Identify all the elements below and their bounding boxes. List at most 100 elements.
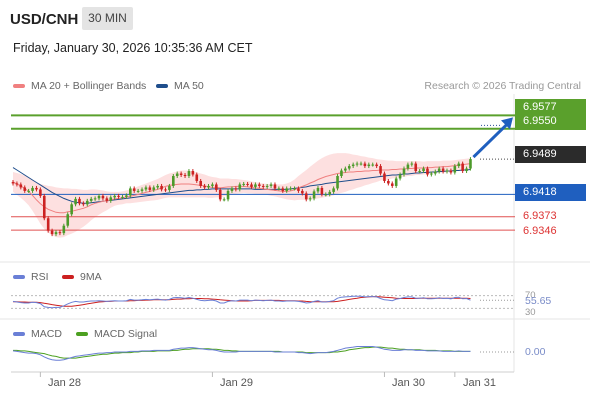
candle	[304, 193, 308, 200]
candle	[74, 198, 77, 205]
legend-macd-signal-label: MACD Signal	[94, 328, 158, 340]
candle	[54, 232, 58, 235]
candle	[15, 183, 19, 185]
candle	[363, 163, 367, 167]
x-tick-label: Jan 30	[392, 377, 426, 389]
candle	[246, 183, 249, 185]
candle	[172, 176, 175, 186]
candle	[265, 185, 269, 187]
candle	[215, 184, 218, 190]
legend-ma20-label: MA 20 + Bollinger Bands	[31, 80, 147, 92]
symbol-title: USD/CNH	[10, 11, 79, 28]
candle	[148, 187, 152, 190]
candle	[168, 185, 171, 190]
rsi-last-value: 55.65	[525, 295, 552, 307]
candle	[156, 185, 159, 188]
candle	[27, 190, 30, 192]
candle	[441, 168, 445, 172]
macd-signal-line	[13, 346, 471, 359]
candle	[445, 170, 449, 172]
candle	[129, 188, 132, 196]
candle	[347, 166, 351, 169]
rsi-ma-swatch	[62, 275, 74, 280]
macd-line	[12, 346, 471, 361]
candle	[207, 185, 210, 188]
candle	[195, 174, 199, 181]
candle	[324, 194, 328, 196]
ma20-swatch	[13, 84, 25, 89]
level-tag-s1: 6.9373	[523, 210, 557, 222]
candle	[175, 173, 179, 176]
candle	[254, 184, 257, 187]
candle	[140, 189, 144, 191]
candle	[35, 187, 38, 190]
candle	[89, 198, 93, 201]
research-credit: Research © 2026 Trading Central	[424, 80, 581, 92]
candle	[250, 184, 253, 187]
ma20-line	[12, 163, 471, 214]
candle	[461, 163, 464, 172]
candle	[422, 168, 425, 172]
candle	[152, 187, 156, 190]
timeframe-button[interactable]: 30 MIN	[82, 7, 133, 30]
candle	[164, 189, 167, 191]
candle	[285, 188, 288, 191]
candle	[101, 195, 105, 199]
rsi-level-30: 30	[525, 307, 536, 318]
candle	[132, 188, 136, 191]
candle	[293, 188, 296, 190]
candle	[418, 171, 421, 173]
candle	[261, 185, 265, 187]
candle	[430, 173, 433, 175]
candle	[211, 184, 214, 186]
candle	[344, 168, 347, 171]
candle	[328, 191, 332, 195]
candle	[269, 184, 273, 186]
candle	[78, 198, 81, 204]
candle	[136, 190, 140, 192]
level-tag-r2: 6.9577	[515, 99, 586, 116]
candle	[62, 225, 66, 234]
candle	[465, 168, 468, 172]
candle	[97, 195, 101, 199]
candle	[297, 188, 300, 191]
candle	[183, 175, 187, 177]
candle	[19, 184, 23, 188]
candle	[70, 204, 73, 215]
candle	[277, 188, 281, 190]
candle	[351, 164, 355, 167]
candle	[449, 170, 453, 173]
ma50-line	[12, 167, 471, 204]
candle	[121, 196, 124, 198]
candle	[426, 168, 429, 175]
macd-signal-swatch	[76, 332, 88, 337]
legend-ma50-label: MA 50	[174, 80, 204, 92]
legend-macd: MACD	[13, 328, 62, 340]
candle	[179, 173, 183, 176]
candle	[320, 187, 324, 195]
candle	[58, 232, 62, 234]
legend-rsi-label: RSI	[31, 271, 49, 283]
x-tick-label: Jan 29	[220, 377, 254, 389]
legend-rsi-ma-label: 9MA	[80, 271, 102, 283]
legend-rsi: RSI	[13, 271, 49, 283]
candle	[113, 195, 116, 198]
candle	[203, 185, 206, 188]
candle	[281, 188, 285, 191]
candle	[23, 187, 27, 191]
rsi-level-70: 70	[525, 290, 536, 301]
candle	[160, 185, 163, 190]
legend-ma50: MA 50	[156, 80, 204, 92]
macd-last-value: 0.00	[525, 346, 546, 358]
candle	[82, 203, 85, 205]
candle	[406, 164, 410, 169]
candle	[367, 164, 371, 167]
candle	[332, 188, 335, 192]
target-arrow	[472, 121, 511, 159]
candle	[453, 166, 457, 173]
candle	[242, 183, 245, 185]
candle	[437, 168, 441, 172]
candle	[379, 166, 382, 174]
candle	[230, 188, 234, 191]
